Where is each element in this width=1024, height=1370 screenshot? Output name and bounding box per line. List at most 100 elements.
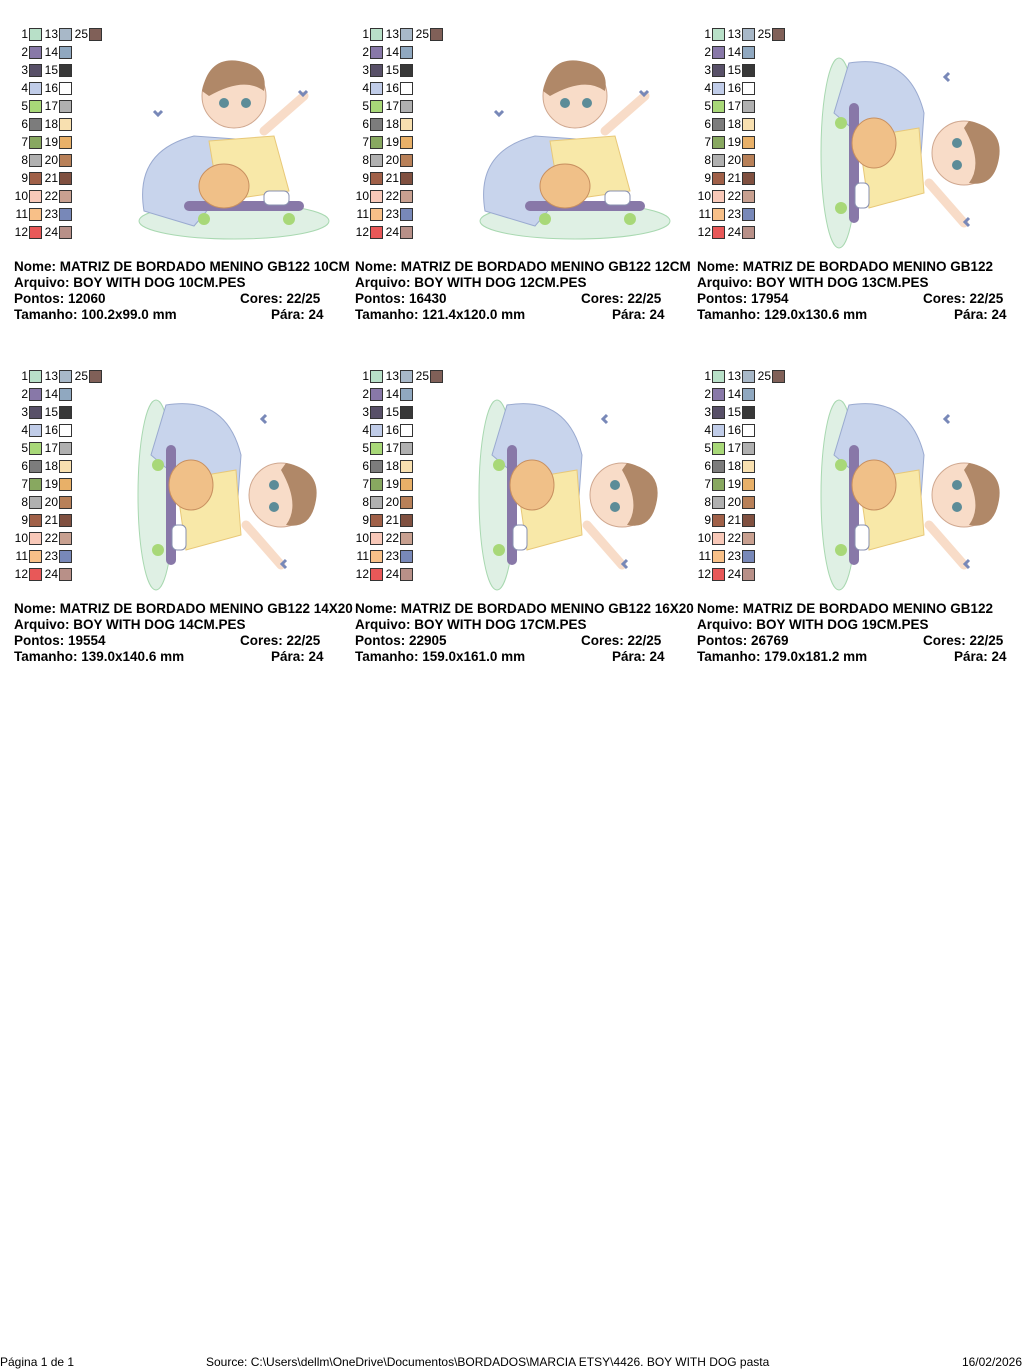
color-swatch xyxy=(712,82,725,95)
color-number: 14 xyxy=(385,387,399,401)
color-swatch xyxy=(712,172,725,185)
color-number: 4 xyxy=(21,423,28,437)
design-preview xyxy=(138,60,330,240)
footer-source: Source: C:\Users\dellm\OneDrive\Document… xyxy=(206,1355,770,1369)
color-swatch xyxy=(742,514,755,527)
color-swatch xyxy=(59,514,72,527)
stops: Pára: 24 xyxy=(954,649,1007,664)
footer-page: Página 1 de 1 xyxy=(0,1355,75,1369)
color-swatch xyxy=(400,496,413,509)
color-swatch xyxy=(742,550,755,563)
color-number: 1 xyxy=(362,369,369,383)
color-number: 13 xyxy=(385,27,399,41)
color-number: 15 xyxy=(727,63,741,77)
color-number: 9 xyxy=(362,513,369,527)
color-swatch xyxy=(370,496,383,509)
color-number: 14 xyxy=(727,45,741,59)
color-swatch xyxy=(370,568,383,581)
color-count: Cores: 22/25 xyxy=(240,291,321,306)
color-swatch xyxy=(59,226,72,239)
color-number: 18 xyxy=(727,459,741,473)
color-number: 24 xyxy=(727,225,741,239)
color-swatch xyxy=(742,190,755,203)
color-number: 22 xyxy=(727,189,741,203)
color-number: 18 xyxy=(385,117,399,131)
color-swatch xyxy=(400,460,413,473)
color-swatch xyxy=(59,136,72,149)
color-number: 14 xyxy=(385,45,399,59)
color-swatch xyxy=(370,550,383,563)
color-swatch xyxy=(59,478,72,491)
color-number: 6 xyxy=(704,117,711,131)
color-number: 8 xyxy=(362,495,369,509)
design-name: Nome: MATRIZ DE BORDADO MENINO GB122 16X… xyxy=(355,601,694,616)
color-number: 15 xyxy=(44,405,58,419)
design-size: Tamanho: 179.0x181.2 mm xyxy=(697,649,868,664)
color-swatch xyxy=(742,370,755,383)
color-swatch xyxy=(29,478,42,491)
design-size: Tamanho: 139.0x140.6 mm xyxy=(14,649,185,664)
color-swatch xyxy=(742,118,755,131)
color-number: 5 xyxy=(704,99,711,113)
color-number: 1 xyxy=(21,369,28,383)
color-number: 13 xyxy=(727,369,741,383)
stitch-count: Pontos: 19554 xyxy=(14,633,106,648)
color-swatch xyxy=(742,532,755,545)
color-swatch xyxy=(370,532,383,545)
color-number: 22 xyxy=(385,531,399,545)
design-card: 1 2 3 4 5 6 7 8 9 10 11 12 13 14 15 16 17 18 19 20 21 22 23 24 2… xyxy=(14,369,355,699)
color-number: 19 xyxy=(727,135,741,149)
color-swatch xyxy=(59,190,72,203)
color-number: 10 xyxy=(697,189,711,203)
color-number: 6 xyxy=(704,459,711,473)
color-swatch xyxy=(89,370,102,383)
design-preview xyxy=(478,399,658,591)
color-swatch xyxy=(29,568,42,581)
color-swatch xyxy=(29,64,42,77)
color-number: 22 xyxy=(385,189,399,203)
color-swatch xyxy=(59,532,72,545)
color-number: 1 xyxy=(21,27,28,41)
color-number: 8 xyxy=(704,153,711,167)
color-number: 17 xyxy=(727,441,741,455)
color-number: 7 xyxy=(704,135,711,149)
design-file: Arquivo: BOY WITH DOG 14CM.PES xyxy=(14,617,246,632)
color-number: 20 xyxy=(44,495,58,509)
color-swatch xyxy=(400,64,413,77)
color-swatch xyxy=(712,64,725,77)
color-swatch xyxy=(370,118,383,131)
color-swatch xyxy=(400,154,413,167)
stitch-count: Pontos: 12060 xyxy=(14,291,106,306)
color-count: Cores: 22/25 xyxy=(923,633,1004,648)
color-number: 23 xyxy=(385,207,399,221)
color-number: 11 xyxy=(356,207,369,221)
color-count: Cores: 22/25 xyxy=(581,291,662,306)
color-swatch xyxy=(29,190,42,203)
color-swatch xyxy=(59,64,72,77)
color-swatch xyxy=(59,406,72,419)
color-number: 5 xyxy=(21,99,28,113)
design-preview xyxy=(820,57,1000,249)
design-size: Tamanho: 121.4x120.0 mm xyxy=(355,307,526,322)
color-number: 16 xyxy=(727,423,741,437)
color-number: 12 xyxy=(14,225,28,239)
color-swatch xyxy=(370,460,383,473)
color-swatch xyxy=(742,478,755,491)
color-swatch xyxy=(370,370,383,383)
color-swatch xyxy=(742,172,755,185)
color-swatch xyxy=(370,100,383,113)
color-number: 18 xyxy=(44,459,58,473)
color-swatch xyxy=(29,82,42,95)
color-number: 23 xyxy=(385,549,399,563)
color-number: 23 xyxy=(44,207,58,221)
color-swatch xyxy=(712,442,725,455)
color-number: 4 xyxy=(704,81,711,95)
color-number: 10 xyxy=(697,531,711,545)
color-number: 25 xyxy=(74,369,88,383)
color-swatch xyxy=(59,100,72,113)
color-number: 23 xyxy=(727,549,741,563)
design-name: Nome: MATRIZ DE BORDADO MENINO GB122 xyxy=(697,259,994,274)
design-card: 1 2 3 4 5 6 7 8 9 10 11 12 13 14 15 16 17 18 19 20 21 22 23 24 2… xyxy=(355,27,696,357)
color-swatch xyxy=(742,28,755,41)
design-preview xyxy=(137,399,317,591)
